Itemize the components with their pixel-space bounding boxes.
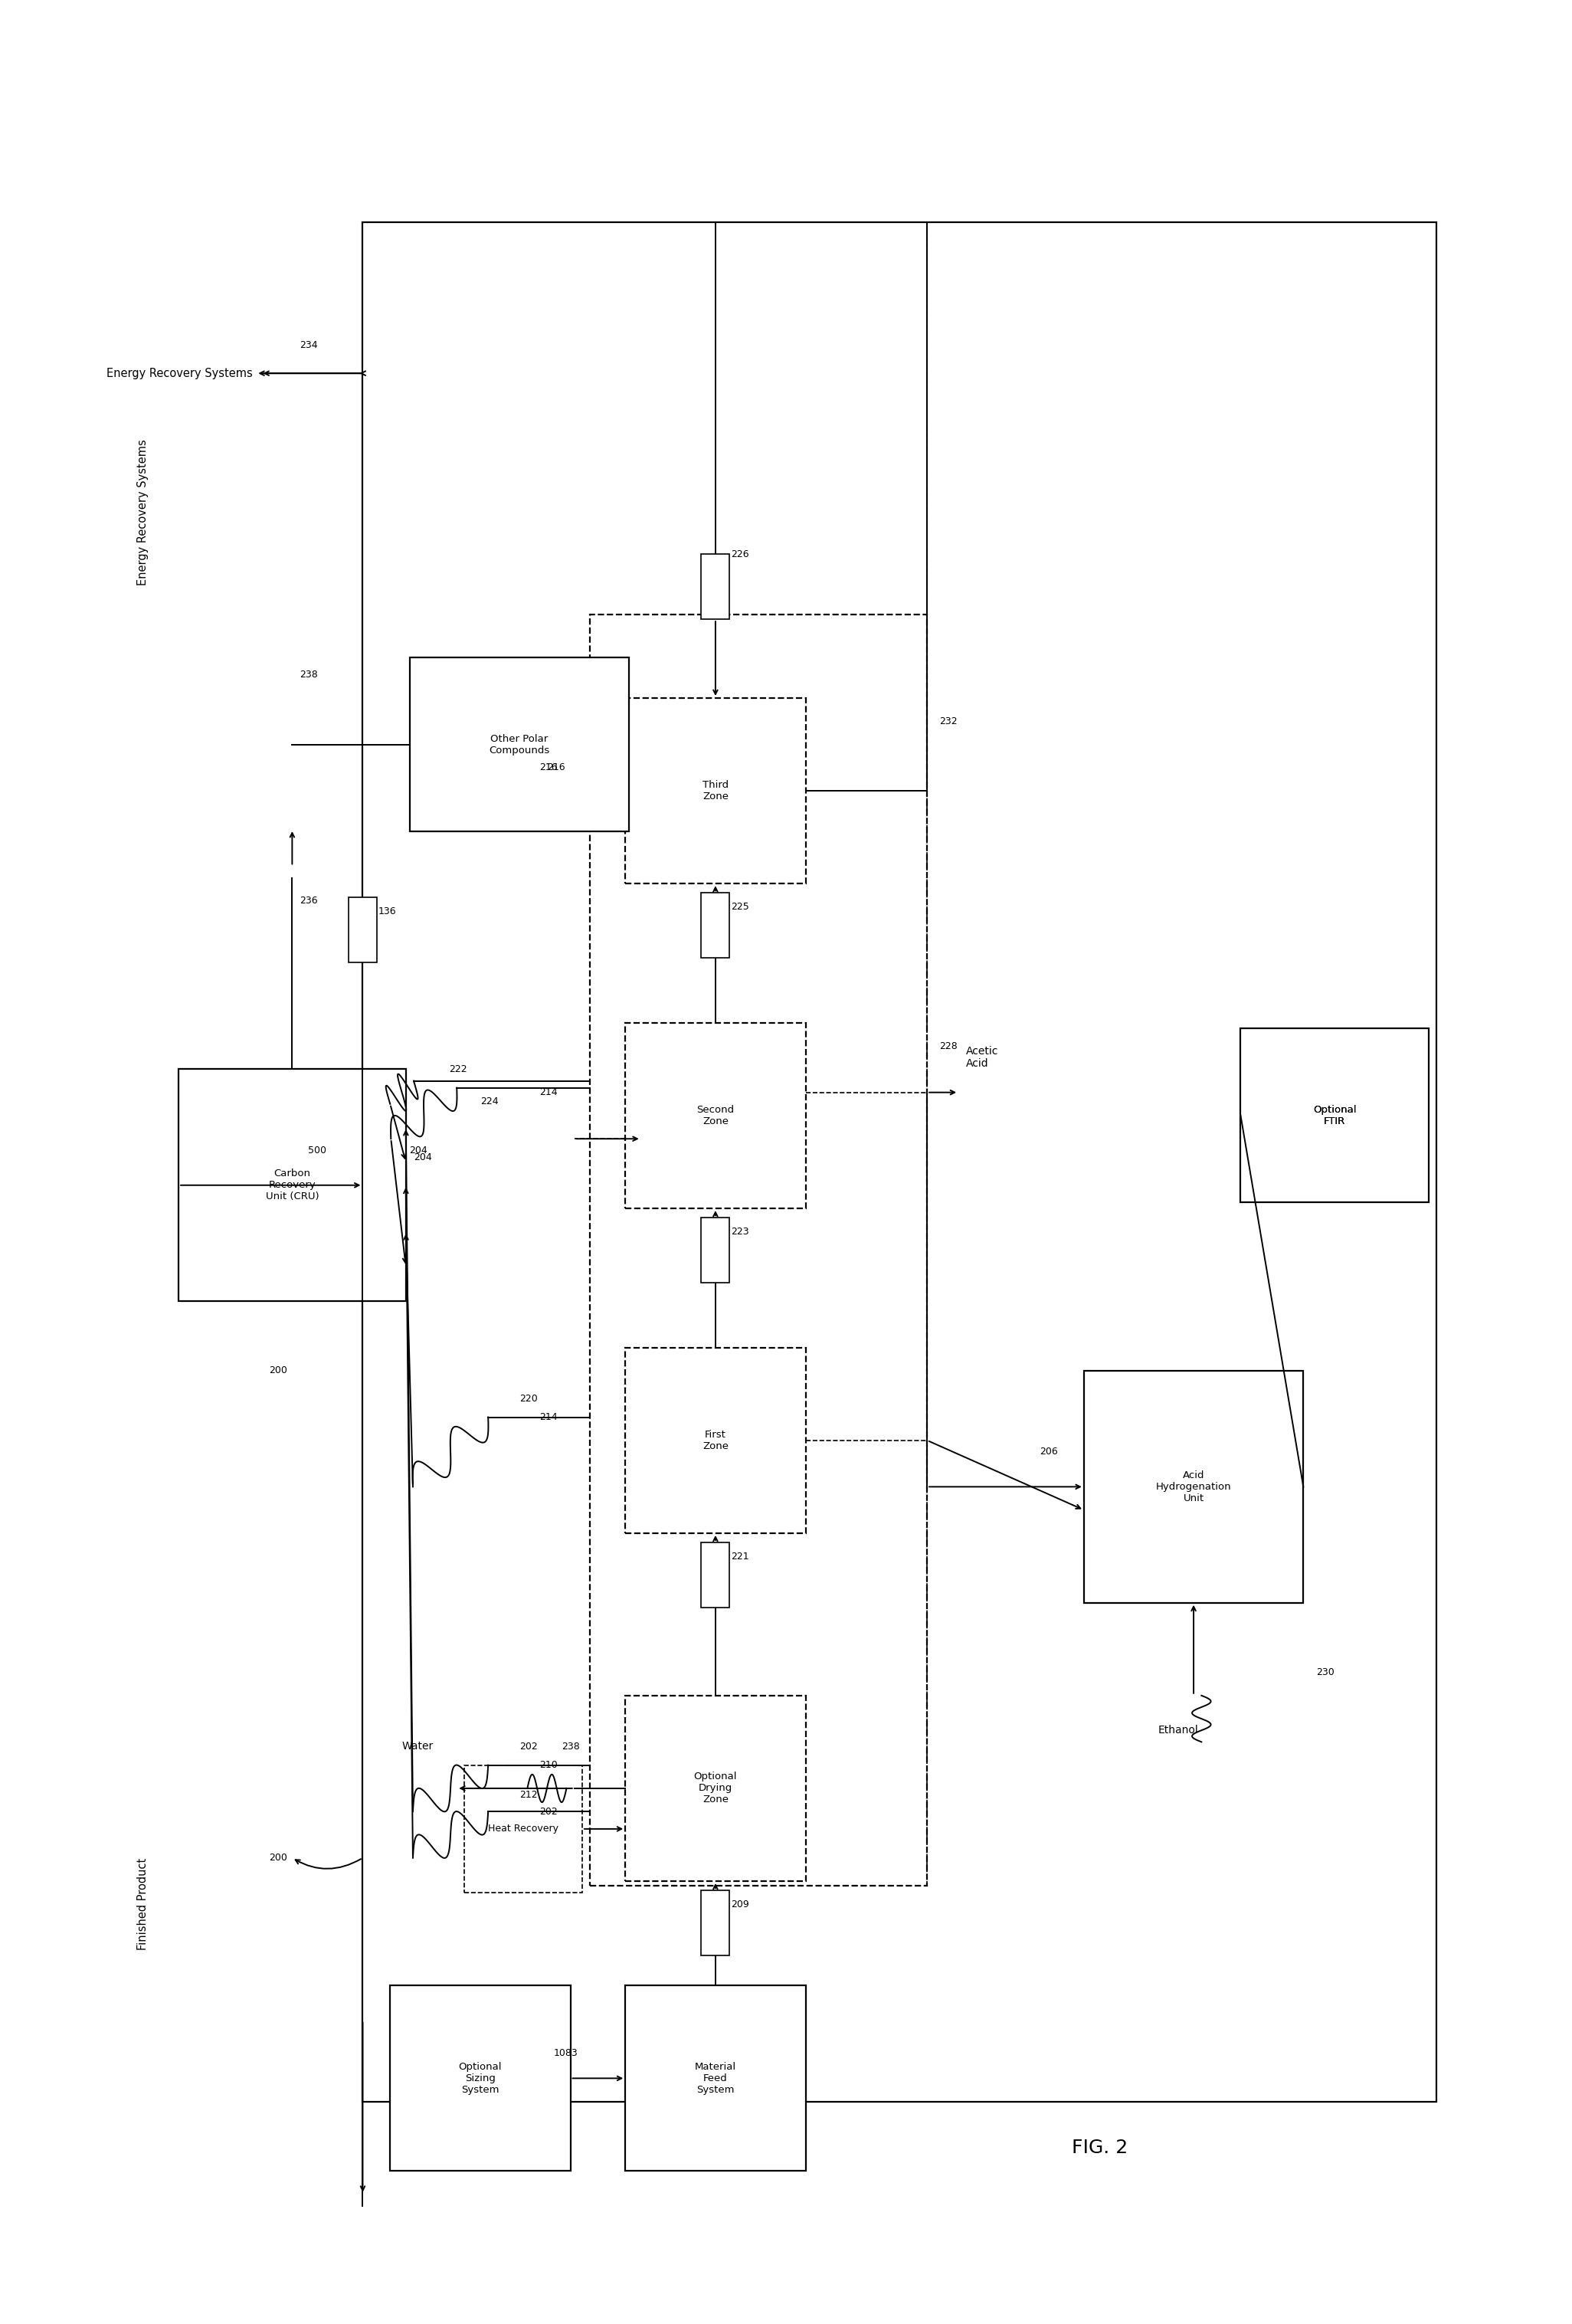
Text: Material
Feed
System: Material Feed System: [695, 2061, 736, 2094]
FancyBboxPatch shape: [626, 697, 805, 883]
Text: Optional
Sizing
System: Optional Sizing System: [459, 2061, 501, 2094]
Text: Optional
FTIR: Optional FTIR: [1313, 1104, 1357, 1127]
Text: 225: 225: [731, 902, 750, 911]
Text: 209: 209: [731, 1899, 750, 1910]
Bar: [701, 1543, 729, 1608]
Text: 216: 216: [539, 762, 556, 772]
Text: 221: 221: [731, 1552, 750, 1562]
Bar: [701, 553, 729, 618]
FancyBboxPatch shape: [626, 1697, 805, 1880]
Text: 204: 204: [413, 1153, 432, 1162]
Text: 234: 234: [300, 342, 318, 351]
Text: 200: 200: [269, 1367, 288, 1376]
Text: FIG. 2: FIG. 2: [1072, 2138, 1127, 2157]
Text: Energy Recovery Systems: Energy Recovery Systems: [137, 439, 149, 586]
Text: 200: 200: [269, 1852, 288, 1864]
Bar: [701, 1218, 729, 1283]
Text: 204: 204: [409, 1146, 428, 1155]
Text: Acetic
Acid: Acetic Acid: [967, 1046, 998, 1069]
FancyBboxPatch shape: [1240, 1030, 1429, 1202]
Text: 238: 238: [561, 1741, 580, 1752]
Text: First
Zone: First Zone: [703, 1429, 728, 1450]
Text: Optional
FTIR: Optional FTIR: [1313, 1104, 1357, 1127]
Text: 232: 232: [940, 716, 957, 725]
Bar: [701, 1889, 729, 1954]
Text: 224: 224: [481, 1097, 498, 1106]
Text: 210: 210: [539, 1759, 558, 1771]
Text: 202: 202: [539, 1806, 558, 1817]
Bar: [349, 897, 377, 962]
Text: Ethanol: Ethanol: [1157, 1724, 1198, 1736]
FancyBboxPatch shape: [179, 1069, 406, 1301]
Text: 212: 212: [519, 1789, 538, 1801]
Text: Heat Recovery: Heat Recovery: [489, 1824, 558, 1834]
Text: 228: 228: [940, 1041, 957, 1050]
Text: 214: 214: [539, 1413, 556, 1422]
Text: 236: 236: [300, 897, 318, 906]
Text: 1083: 1083: [553, 2047, 578, 2057]
Text: 206: 206: [1041, 1448, 1058, 1457]
FancyBboxPatch shape: [390, 1985, 571, 2171]
Text: Finished Product: Finished Product: [137, 1859, 149, 1950]
Text: Water: Water: [402, 1741, 434, 1752]
Text: Other Polar
Compounds: Other Polar Compounds: [489, 734, 550, 755]
Text: 216: 216: [547, 762, 564, 772]
FancyBboxPatch shape: [626, 1023, 805, 1208]
FancyBboxPatch shape: [626, 1985, 805, 2171]
Text: Second
Zone: Second Zone: [696, 1104, 734, 1127]
Text: 238: 238: [300, 669, 318, 681]
Text: Carbon
Recovery
Unit (CRU): Carbon Recovery Unit (CRU): [266, 1169, 319, 1202]
Text: 222: 222: [450, 1064, 467, 1074]
FancyBboxPatch shape: [626, 1348, 805, 1534]
Text: 230: 230: [1316, 1666, 1335, 1678]
Text: Acid
Hydrogenation
Unit: Acid Hydrogenation Unit: [1155, 1471, 1231, 1504]
Text: 214: 214: [539, 1088, 556, 1097]
Text: 223: 223: [731, 1227, 750, 1236]
FancyBboxPatch shape: [1083, 1371, 1303, 1604]
Text: Optional
Drying
Zone: Optional Drying Zone: [693, 1771, 737, 1806]
Text: 226: 226: [731, 548, 750, 560]
Text: Energy Recovery Systems: Energy Recovery Systems: [107, 367, 253, 379]
Text: 136: 136: [379, 906, 396, 916]
Bar: [701, 892, 729, 957]
Text: 202: 202: [519, 1741, 538, 1752]
FancyBboxPatch shape: [410, 658, 629, 832]
Text: 500: 500: [308, 1146, 327, 1155]
Text: 220: 220: [519, 1394, 538, 1404]
Text: Third
Zone: Third Zone: [703, 781, 728, 802]
